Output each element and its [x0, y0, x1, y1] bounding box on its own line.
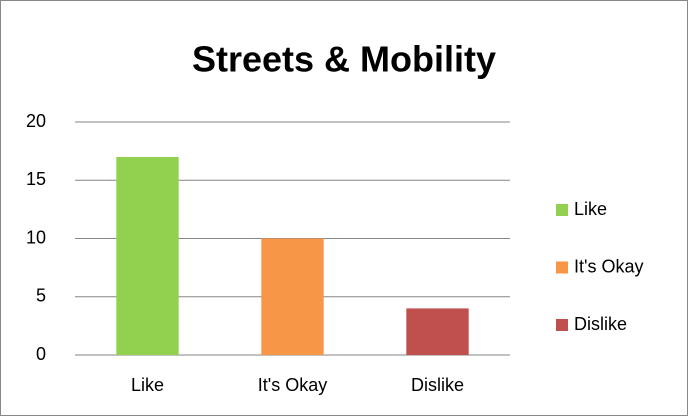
y-tick-label: 15	[26, 169, 46, 189]
y-tick-label: 0	[36, 344, 46, 364]
y-tick-label: 20	[26, 111, 46, 131]
legend-label: Like	[574, 199, 607, 219]
legend-label: It's Okay	[574, 256, 643, 276]
legend-swatch	[556, 204, 568, 216]
bar	[116, 156, 179, 355]
bar	[406, 308, 469, 355]
chart-title: Streets & Mobility	[192, 39, 496, 80]
bar	[261, 238, 324, 355]
y-tick-label: 10	[26, 227, 46, 247]
y-tick-label: 5	[36, 286, 46, 306]
x-tick-label: Like	[131, 375, 164, 395]
legend-swatch	[556, 319, 568, 331]
legend-swatch	[556, 261, 568, 274]
x-tick-label: It's Okay	[258, 375, 327, 395]
x-tick-label: Dislike	[411, 375, 464, 395]
legend-label: Dislike	[574, 314, 627, 334]
